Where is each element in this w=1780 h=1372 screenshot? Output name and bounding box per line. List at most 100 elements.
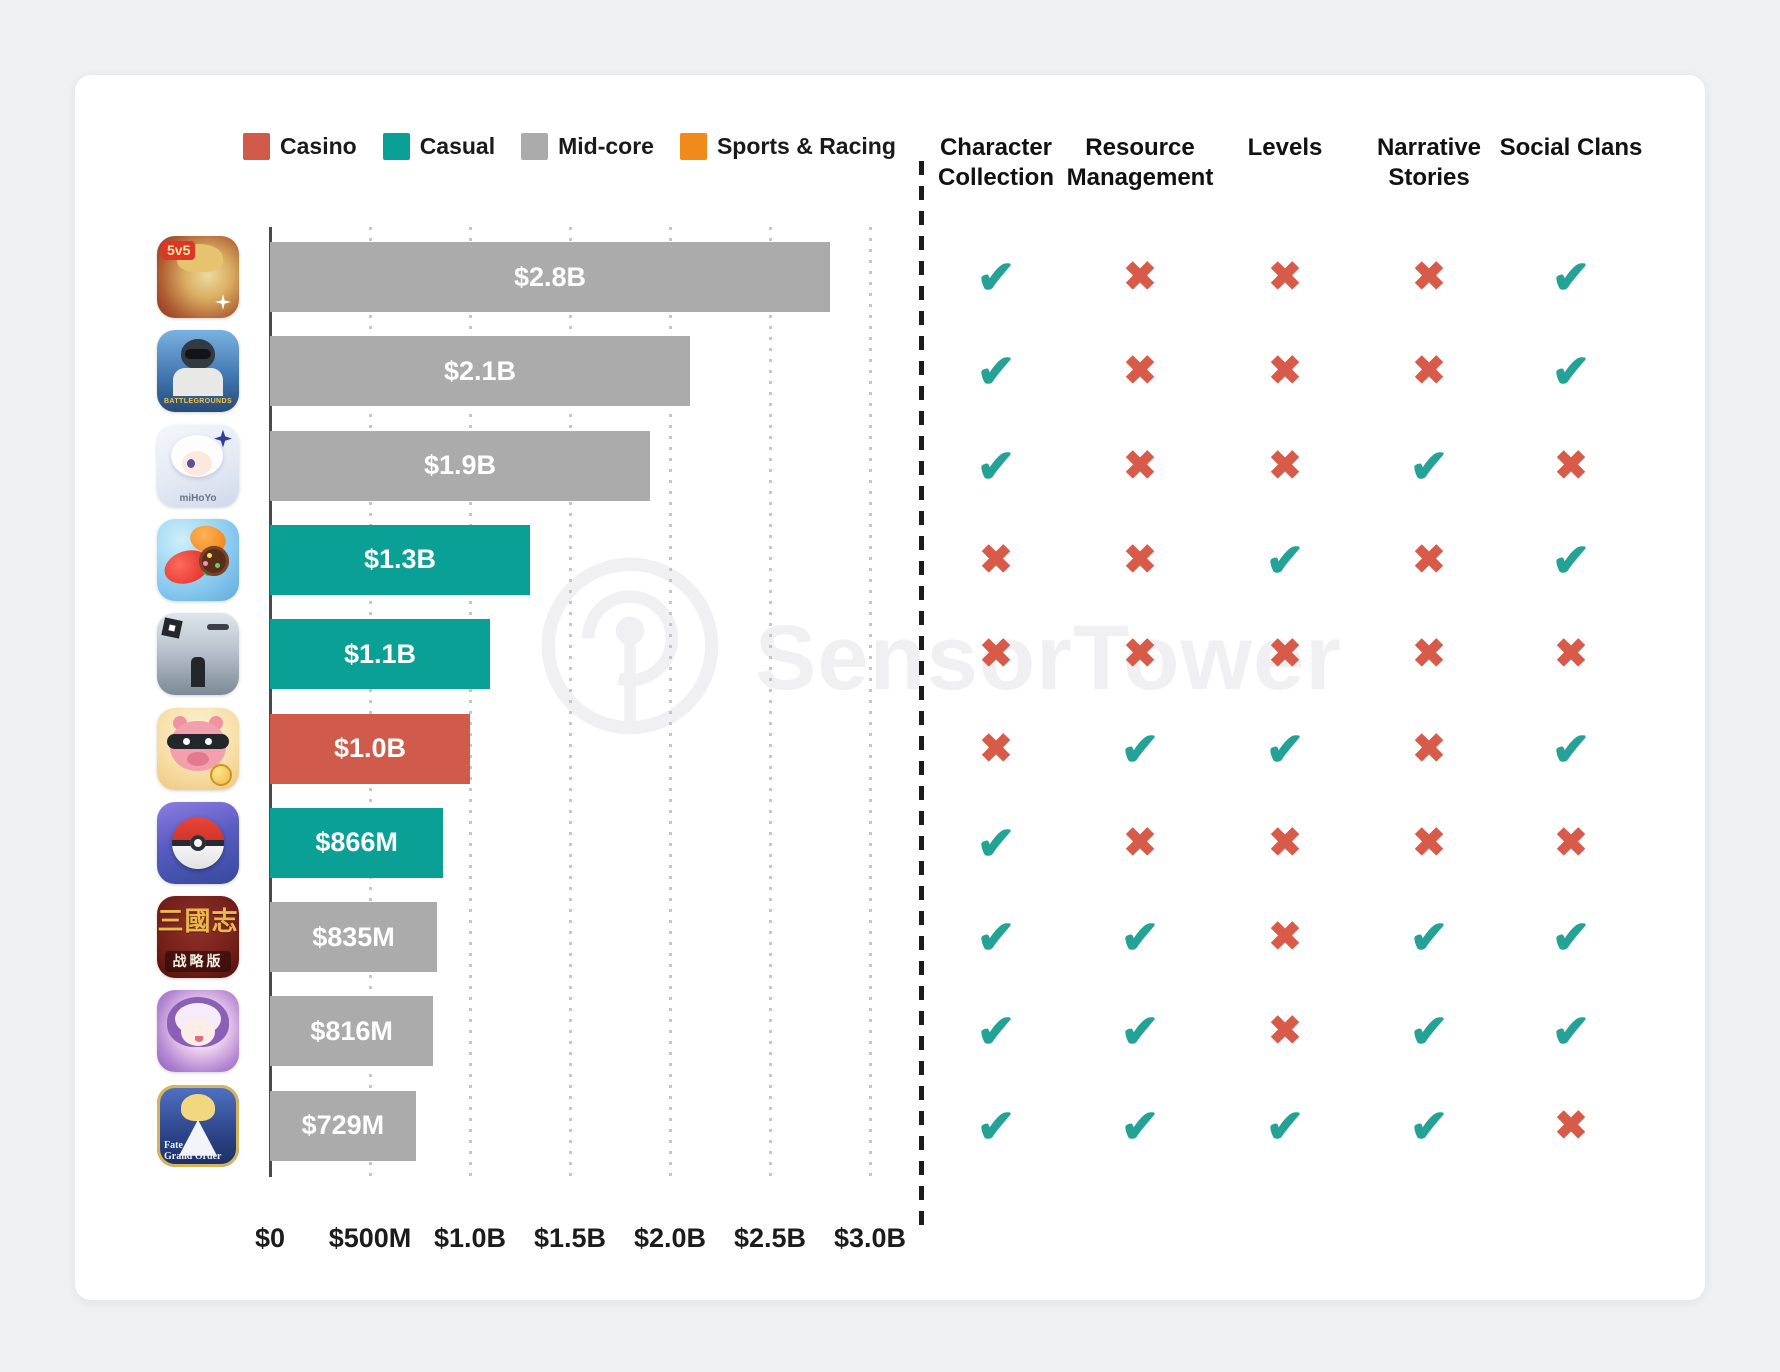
x-gridline <box>469 227 472 1177</box>
check-icon: ✔ <box>976 345 1016 398</box>
three-kingdoms-strategy-icon: 三國志 战略版 <box>157 896 239 979</box>
x-axis-tick-label: $2.0B <box>633 1223 707 1253</box>
cross-icon: ✖ <box>1554 443 1588 488</box>
check-icon: ✔ <box>1551 533 1591 586</box>
cross-icon: ✖ <box>1268 632 1302 677</box>
cross-icon: ✖ <box>979 537 1013 582</box>
bar-value-label: $1.3B <box>363 544 437 575</box>
check-icon: ✔ <box>1551 251 1591 303</box>
pokemon-go-icon <box>157 801 239 884</box>
legend-item-label: Sports & Racing <box>716 133 896 159</box>
x-axis-tick-label: $1.5B <box>533 1223 607 1253</box>
check-icon: ✔ <box>1551 1005 1591 1058</box>
cross-icon: ✖ <box>1268 820 1302 865</box>
check-icon: ✔ <box>976 439 1016 492</box>
x-gridline <box>769 227 772 1177</box>
bar-value-label: $816M <box>310 1015 393 1046</box>
legend-item-label: Mid-core <box>558 133 654 159</box>
legend-item-mid-core: Mid-core <box>521 133 654 160</box>
cross-icon: ✖ <box>1554 1103 1588 1148</box>
revenue-bar-roblox: $1.1B <box>270 619 490 690</box>
revenue-bar-candy-crush-saga: $1.3B <box>270 524 530 595</box>
check-icon: ✔ <box>1409 439 1449 492</box>
check-icon: ✔ <box>1120 1005 1160 1058</box>
bar-value-label: $1.0B <box>333 733 407 763</box>
check-icon: ✔ <box>1265 533 1305 586</box>
legend-item-sports-racing: Sports & Racing <box>679 133 896 160</box>
revenue-bar-uma-musume: $816M <box>270 996 434 1067</box>
feature-column-header-4: Social Clans <box>1499 134 1643 161</box>
chart-card: SensorTower Casino Casual Mid-core Sports &… <box>75 75 1705 1300</box>
legend-item-casino: Casino <box>243 133 357 160</box>
uma-musume-icon <box>157 990 239 1073</box>
check-icon: ✔ <box>976 816 1016 869</box>
genshin-impact-icon: miHoYo <box>157 424 239 507</box>
revenue-bar-honor-of-kings: $2.8B <box>270 242 830 312</box>
revenue-bar-fate-grand-order: $729M <box>270 1090 416 1161</box>
check-icon: ✔ <box>976 1005 1016 1058</box>
feature-column-header-0: Character Collection <box>937 134 1054 191</box>
revenue-bar-genshin-impact: $1.9B <box>270 430 650 501</box>
check-icon: ✔ <box>1551 911 1591 964</box>
cross-icon: ✖ <box>1412 255 1446 299</box>
check-icon: ✔ <box>1409 911 1449 964</box>
check-icon: ✔ <box>1551 722 1591 775</box>
revenue-bar-pokemon-go: $866M <box>270 807 444 878</box>
y-axis-line <box>269 227 272 1177</box>
cross-icon: ✖ <box>1123 632 1157 677</box>
bar-value-label: $866M <box>315 827 398 858</box>
x-axis-tick-label: $2.5B <box>733 1223 807 1253</box>
cross-icon: ✖ <box>1123 443 1157 488</box>
check-icon: ✔ <box>1120 911 1160 964</box>
check-icon: ✔ <box>1265 722 1305 775</box>
fate-grand-order-icon: Fate Grand Order <box>157 1084 239 1167</box>
bar-value-label: $1.9B <box>423 450 497 481</box>
category-legend: Casino Casual Mid-core Sports & Racing <box>243 133 896 160</box>
revenue-bar-pubg-mobile: $2.1B <box>270 336 690 407</box>
legend-item-label: Casino <box>280 133 357 159</box>
revenue-bar-three-kingdoms-strategy: $835M <box>270 902 437 973</box>
cross-icon: ✖ <box>979 632 1013 677</box>
legend-swatch-icon <box>243 133 270 160</box>
cross-icon: ✖ <box>1554 820 1588 865</box>
legend-item-casual: Casual <box>382 133 495 160</box>
cross-icon: ✖ <box>1268 349 1302 394</box>
coin-master-icon <box>157 707 239 790</box>
cross-icon: ✖ <box>1412 537 1446 582</box>
cross-icon: ✖ <box>1412 726 1446 771</box>
bar-value-label: $2.8B <box>513 261 587 292</box>
check-icon: ✔ <box>1120 722 1160 775</box>
cross-icon: ✖ <box>1123 255 1157 299</box>
cross-icon: ✖ <box>1123 537 1157 582</box>
check-icon: ✔ <box>976 1099 1016 1152</box>
cross-icon: ✖ <box>1123 349 1157 394</box>
cross-icon: ✖ <box>1412 632 1446 677</box>
pubg-mobile-icon: BATTLEGROUNDS <box>157 330 239 413</box>
check-icon: ✔ <box>1409 1005 1449 1058</box>
revenue-bar-coin-master: $1.0B <box>270 713 470 784</box>
cross-icon: ✖ <box>1123 820 1157 865</box>
check-icon: ✔ <box>1265 1099 1305 1152</box>
check-icon: ✔ <box>1551 345 1591 398</box>
check-icon: ✔ <box>1409 1099 1449 1152</box>
candy-crush-saga-icon <box>157 518 239 601</box>
sensortower-logo-icon <box>541 557 719 735</box>
x-gridline <box>869 227 872 1177</box>
cross-icon: ✖ <box>1268 1009 1302 1054</box>
x-gridline <box>669 227 672 1177</box>
x-axis-tick-label: $3.0B <box>833 1223 907 1253</box>
legend-swatch-icon <box>382 133 410 160</box>
bar-value-label: $1.1B <box>343 638 417 669</box>
cross-icon: ✖ <box>1268 443 1302 488</box>
bar-value-label: $2.1B <box>443 355 517 386</box>
legend-swatch-icon <box>521 133 549 160</box>
feature-column-header-2: Levels <box>1247 134 1323 161</box>
cross-icon: ✖ <box>1412 349 1446 394</box>
check-icon: ✔ <box>976 911 1016 964</box>
x-gridline <box>569 227 572 1177</box>
x-axis-tick-label: $1.0B <box>433 1223 507 1253</box>
bar-value-label: $729M <box>301 1110 385 1141</box>
x-axis-tick-label: $500M <box>328 1223 412 1253</box>
cross-icon: ✖ <box>1268 915 1302 960</box>
